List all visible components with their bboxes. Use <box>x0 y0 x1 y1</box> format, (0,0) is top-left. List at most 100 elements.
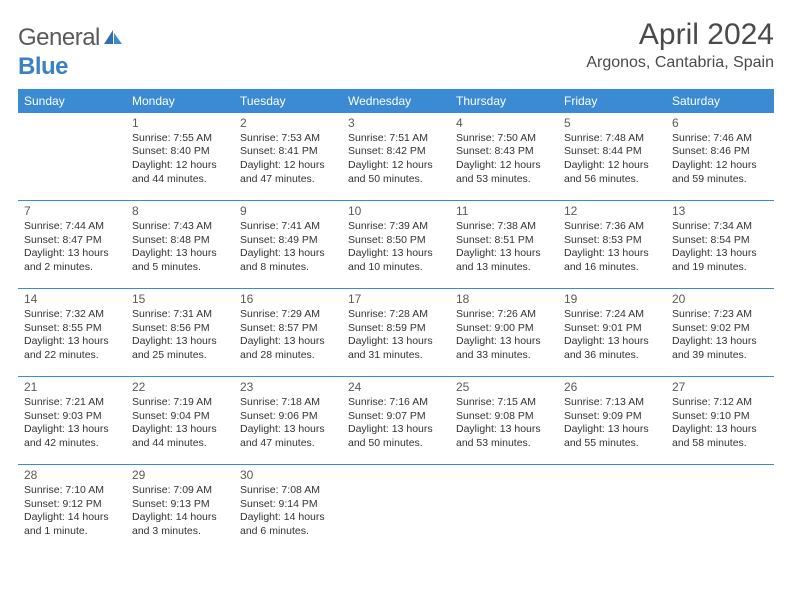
day-number: 9 <box>240 204 336 218</box>
day-info: Sunrise: 7:15 AMSunset: 9:08 PMDaylight:… <box>456 396 552 451</box>
calendar-empty <box>450 465 558 553</box>
day-number: 7 <box>24 204 120 218</box>
day-info: Sunrise: 7:09 AMSunset: 9:13 PMDaylight:… <box>132 484 228 539</box>
day-number: 25 <box>456 380 552 394</box>
day-info: Sunrise: 7:26 AMSunset: 9:00 PMDaylight:… <box>456 308 552 363</box>
day-info: Sunrise: 7:39 AMSunset: 8:50 PMDaylight:… <box>348 220 444 275</box>
calendar-day: 18 Sunrise: 7:26 AMSunset: 9:00 PMDayligh… <box>450 289 558 377</box>
calendar-day: 25 Sunrise: 7:15 AMSunset: 9:08 PMDayligh… <box>450 377 558 465</box>
day-header: Thursday <box>450 89 558 113</box>
calendar-day: 1 Sunrise: 7:55 AMSunset: 8:40 PMDaylight… <box>126 113 234 201</box>
calendar-week: 1 Sunrise: 7:55 AMSunset: 8:40 PMDaylight… <box>18 113 774 201</box>
calendar-day: 12 Sunrise: 7:36 AMSunset: 8:53 PMDayligh… <box>558 201 666 289</box>
day-header: Saturday <box>666 89 774 113</box>
calendar-week: 28 Sunrise: 7:10 AMSunset: 9:12 PMDayligh… <box>18 465 774 553</box>
day-info: Sunrise: 7:21 AMSunset: 9:03 PMDaylight:… <box>24 396 120 451</box>
day-info: Sunrise: 7:24 AMSunset: 9:01 PMDaylight:… <box>564 308 660 363</box>
calendar-day: 29Sunrise: 7:09 AMSunset: 9:13 PMDayligh… <box>126 465 234 553</box>
day-number: 26 <box>564 380 660 394</box>
day-number: 12 <box>564 204 660 218</box>
header: GeneralBlue April 2024 Argonos, Cantabri… <box>18 18 774 81</box>
day-number: 24 <box>348 380 444 394</box>
calendar-day: 28 Sunrise: 7:10 AMSunset: 9:12 PMDayligh… <box>18 465 126 553</box>
day-info: Sunrise: 7:36 AMSunset: 8:53 PMDaylight:… <box>564 220 660 275</box>
day-info: Sunrise: 7:13 AMSunset: 9:09 PMDaylight:… <box>564 396 660 451</box>
calendar-empty <box>342 465 450 553</box>
day-info: Sunrise: 7:43 AMSunset: 8:48 PMDaylight:… <box>132 220 228 275</box>
logo: GeneralBlue <box>18 18 124 81</box>
calendar-body: 1 Sunrise: 7:55 AMSunset: 8:40 PMDaylight… <box>18 113 774 553</box>
day-number: 1 <box>132 116 228 130</box>
calendar-day: 16Sunrise: 7:29 AMSunset: 8:57 PMDayligh… <box>234 289 342 377</box>
logo-part2: Blue <box>18 53 68 80</box>
day-number: 21 <box>24 380 120 394</box>
day-info: Sunrise: 7:55 AMSunset: 8:40 PMDaylight:… <box>132 132 228 187</box>
day-info: Sunrise: 7:08 AMSunset: 9:14 PMDaylight:… <box>240 484 336 539</box>
calendar-day: 23 Sunrise: 7:18 AMSunset: 9:06 PMDayligh… <box>234 377 342 465</box>
calendar-day: 3Sunrise: 7:51 AMSunset: 8:42 PMDaylight… <box>342 113 450 201</box>
day-number: 15 <box>132 292 228 306</box>
calendar-day: 11Sunrise: 7:38 AMSunset: 8:51 PMDayligh… <box>450 201 558 289</box>
day-number: 3 <box>348 116 444 130</box>
day-info: Sunrise: 7:50 AMSunset: 8:43 PMDaylight:… <box>456 132 552 187</box>
day-info: Sunrise: 7:34 AMSunset: 8:54 PMDaylight:… <box>672 220 768 275</box>
calendar-empty <box>666 465 774 553</box>
calendar-day: 8 Sunrise: 7:43 AMSunset: 8:48 PMDaylight… <box>126 201 234 289</box>
day-header: Sunday <box>18 89 126 113</box>
sail-icon <box>102 25 124 53</box>
day-header: Wednesday <box>342 89 450 113</box>
title-block: April 2024 Argonos, Cantabria, Spain <box>586 18 774 72</box>
calendar-day: 30 Sunrise: 7:08 AMSunset: 9:14 PMDayligh… <box>234 465 342 553</box>
location: Argonos, Cantabria, Spain <box>586 54 774 72</box>
day-number: 23 <box>240 380 336 394</box>
calendar-day: 7 Sunrise: 7:44 AMSunset: 8:47 PMDaylight… <box>18 201 126 289</box>
day-info: Sunrise: 7:44 AMSunset: 8:47 PMDaylight:… <box>24 220 120 275</box>
day-number: 13 <box>672 204 768 218</box>
calendar-day: 19 Sunrise: 7:24 AMSunset: 9:01 PMDayligh… <box>558 289 666 377</box>
day-header: Friday <box>558 89 666 113</box>
calendar-day: 6 Sunrise: 7:46 AMSunset: 8:46 PMDaylight… <box>666 113 774 201</box>
day-header: Tuesday <box>234 89 342 113</box>
day-number: 19 <box>564 292 660 306</box>
month-title: April 2024 <box>586 18 774 52</box>
calendar-day: 24 Sunrise: 7:16 AMSunset: 9:07 PMDayligh… <box>342 377 450 465</box>
day-number: 20 <box>672 292 768 306</box>
calendar-day: 4 Sunrise: 7:50 AMSunset: 8:43 PMDaylight… <box>450 113 558 201</box>
day-number: 6 <box>672 116 768 130</box>
day-info: Sunrise: 7:41 AMSunset: 8:49 PMDaylight:… <box>240 220 336 275</box>
day-number: 30 <box>240 468 336 482</box>
day-number: 2 <box>240 116 336 130</box>
calendar-day: 17Sunrise: 7:28 AMSunset: 8:59 PMDayligh… <box>342 289 450 377</box>
calendar-day: 26 Sunrise: 7:13 AMSunset: 9:09 PMDayligh… <box>558 377 666 465</box>
logo-text: GeneralBlue <box>18 24 124 81</box>
day-number: 14 <box>24 292 120 306</box>
day-info: Sunrise: 7:16 AMSunset: 9:07 PMDaylight:… <box>348 396 444 451</box>
calendar-week: 14 Sunrise: 7:32 AMSunset: 8:55 PMDayligh… <box>18 289 774 377</box>
calendar-day: 10 Sunrise: 7:39 AMSunset: 8:50 PMDayligh… <box>342 201 450 289</box>
day-number: 18 <box>456 292 552 306</box>
day-info: Sunrise: 7:38 AMSunset: 8:51 PMDaylight:… <box>456 220 552 275</box>
calendar-day: 2 Sunrise: 7:53 AMSunset: 8:41 PMDaylight… <box>234 113 342 201</box>
calendar-day: 20Sunrise: 7:23 AMSunset: 9:02 PMDayligh… <box>666 289 774 377</box>
calendar-empty <box>558 465 666 553</box>
calendar-empty <box>18 113 126 201</box>
day-header: Monday <box>126 89 234 113</box>
day-info: Sunrise: 7:48 AMSunset: 8:44 PMDaylight:… <box>564 132 660 187</box>
day-number: 5 <box>564 116 660 130</box>
calendar-day: 15Sunrise: 7:31 AMSunset: 8:56 PMDayligh… <box>126 289 234 377</box>
day-number: 8 <box>132 204 228 218</box>
day-info: Sunrise: 7:32 AMSunset: 8:55 PMDaylight:… <box>24 308 120 363</box>
logo-part1: General <box>18 24 100 51</box>
day-number: 16 <box>240 292 336 306</box>
day-number: 28 <box>24 468 120 482</box>
day-number: 22 <box>132 380 228 394</box>
day-info: Sunrise: 7:53 AMSunset: 8:41 PMDaylight:… <box>240 132 336 187</box>
calendar-head-row: SundayMondayTuesdayWednesdayThursdayFrid… <box>18 89 774 113</box>
day-info: Sunrise: 7:10 AMSunset: 9:12 PMDaylight:… <box>24 484 120 539</box>
day-info: Sunrise: 7:46 AMSunset: 8:46 PMDaylight:… <box>672 132 768 187</box>
day-info: Sunrise: 7:18 AMSunset: 9:06 PMDaylight:… <box>240 396 336 451</box>
day-number: 4 <box>456 116 552 130</box>
day-number: 10 <box>348 204 444 218</box>
calendar-day: 14 Sunrise: 7:32 AMSunset: 8:55 PMDayligh… <box>18 289 126 377</box>
calendar-table: SundayMondayTuesdayWednesdayThursdayFrid… <box>18 89 774 553</box>
